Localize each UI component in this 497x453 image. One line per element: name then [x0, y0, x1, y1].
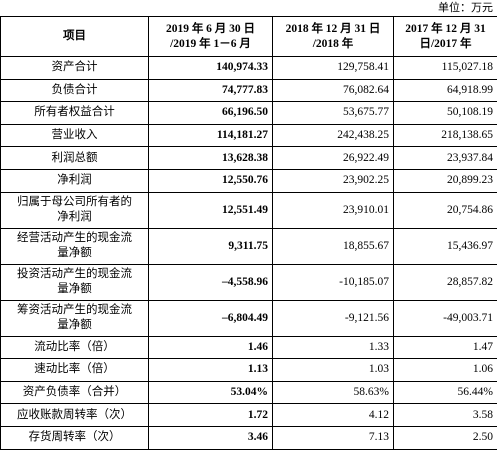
row-label: 利润总额 — [0, 146, 149, 170]
cell-value: 15,436.97 — [393, 227, 497, 265]
cell-value: 28,857.82 — [393, 263, 497, 301]
cell-value: 26,922.49 — [272, 146, 394, 170]
header-row: 项目 2019 年 6 月 30 日 /2019 年 1－6 月 2018 年 12… — [0, 16, 497, 57]
cell-value: 53.04% — [148, 380, 273, 405]
cell-value: 9,311.75 — [148, 227, 273, 265]
table-row: 所有者权益合计 66,196.50 53,675.77 50,108.19 — [0, 101, 497, 125]
cell-value: 129,758.41 — [272, 56, 394, 80]
cell-value: 74,777.83 — [148, 78, 273, 103]
cell-value: 2.50 — [393, 425, 497, 450]
data-table: 项目 2019 年 6 月 30 日 /2019 年 1－6 月 2018 年 12… — [0, 16, 497, 450]
column-header: 2017 年 12 月 31 日/2017 年 — [393, 16, 497, 57]
cell-value: 66,196.50 — [148, 101, 273, 125]
cell-value: 58.63% — [272, 380, 394, 405]
cell-value: 115,027.18 — [393, 56, 497, 80]
cell-value: 1.46 — [148, 335, 273, 360]
cell-value: 76,082.64 — [272, 78, 394, 103]
cell-value: 1.13 — [148, 358, 273, 382]
cell-value: 140,974.33 — [148, 56, 273, 80]
cell-value: -49,003.71 — [393, 299, 497, 337]
cell-value: -10,185.07 — [272, 263, 394, 301]
cell-value: 56.44% — [393, 380, 497, 405]
cell-value: 53,675.77 — [272, 101, 394, 125]
cell-value: 3.58 — [393, 403, 497, 427]
cell-value: 242,438.25 — [272, 123, 394, 148]
cell-value: 218,138.65 — [393, 123, 497, 148]
cell-value: 3.46 — [148, 425, 273, 450]
cell-value: 1.72 — [148, 403, 273, 427]
cell-value: 18,855.67 — [272, 227, 394, 265]
cell-value: 20,754.86 — [393, 191, 497, 229]
table-body: 项目 2019 年 6 月 30 日 /2019 年 1－6 月 2018 年 12… — [0, 16, 497, 450]
cell-value: 1.03 — [272, 358, 394, 382]
cell-value: 1.06 — [393, 358, 497, 382]
table-row: 经营活动产生的现金流 量净额 9,311.75 18,855.67 15,436.97 — [0, 227, 497, 265]
row-label: 所有者权益合计 — [0, 101, 149, 125]
cell-value: 13,628.38 — [148, 146, 273, 170]
table-row: 利润总额 13,628.38 26,922.49 23,937.84 — [0, 146, 497, 170]
cell-value: 12,550.76 — [148, 168, 273, 193]
table-row: 营业收入 114,181.27 242,438.25 218,138.65 — [0, 123, 497, 148]
cell-value: 7.13 — [272, 425, 394, 450]
cell-value: 23,937.84 — [393, 146, 497, 170]
row-label: 经营活动产生的现金流 量净额 — [0, 227, 149, 265]
cell-value: 114,181.27 — [148, 123, 273, 148]
row-label: 资产合计 — [0, 56, 149, 80]
table-row: 应收账款周转率（次） 1.72 4.12 3.58 — [0, 403, 497, 427]
table-row: 负债合计 74,777.83 76,082.64 64,918.99 — [0, 78, 497, 103]
column-header: 2018 年 12 月 31 日 /2018 年 — [272, 16, 394, 57]
row-label: 筹资活动产生的现金流 量净额 — [0, 299, 149, 337]
table-row: 投资活动产生的现金流 量净额 –4,558.96 -10,185.07 28,857.… — [0, 263, 497, 301]
table-row: 流动比率（倍） 1.46 1.33 1.47 — [0, 335, 497, 360]
cell-value: 50,108.19 — [393, 101, 497, 125]
row-label: 资产负债率（合并） — [0, 380, 149, 405]
cell-value: 1.47 — [393, 335, 497, 360]
table-row: 归属于母公司所有者的 净利润 12,551.49 23,910.01 20,754.8… — [0, 191, 497, 229]
table-row: 存货周转率（次） 3.46 7.13 2.50 — [0, 425, 497, 450]
table-row: 速动比率（倍） 1.13 1.03 1.06 — [0, 358, 497, 382]
cell-value: 23,910.01 — [272, 191, 394, 229]
cell-value: -9,121.56 — [272, 299, 394, 337]
cell-value: 64,918.99 — [393, 78, 497, 103]
row-label: 应收账款周转率（次） — [0, 403, 149, 427]
row-label: 营业收入 — [0, 123, 149, 148]
row-label: 速动比率（倍） — [0, 358, 149, 382]
cell-value: 4.12 — [272, 403, 394, 427]
table-row: 净利润 12,550.76 23,902.25 20,899.23 — [0, 168, 497, 193]
table-row: 筹资活动产生的现金流 量净额 –6,804.49 -9,121.56 -49,003.… — [0, 299, 497, 337]
row-label: 存货周转率（次） — [0, 425, 149, 450]
cell-value: 1.33 — [272, 335, 394, 360]
row-label: 投资活动产生的现金流 量净额 — [0, 263, 149, 301]
table-row: 资产负债率（合并） 53.04% 58.63% 56.44% — [0, 380, 497, 405]
unit-label: 单位：万元 — [438, 2, 493, 14]
cell-value: 20,899.23 — [393, 168, 497, 193]
column-header: 2019 年 6 月 30 日 /2019 年 1－6 月 — [148, 16, 273, 57]
cell-value: 23,902.25 — [272, 168, 394, 193]
row-label: 净利润 — [0, 168, 149, 193]
table-row: 资产合计 140,974.33 129,758.41 115,027.18 — [0, 56, 497, 80]
cell-value: –6,804.49 — [148, 299, 273, 337]
column-header: 项目 — [0, 16, 149, 57]
cell-value: –4,558.96 — [148, 263, 273, 301]
row-label: 负债合计 — [0, 78, 149, 103]
cell-value: 12,551.49 — [148, 191, 273, 229]
row-label: 归属于母公司所有者的 净利润 — [0, 191, 149, 229]
row-label: 流动比率（倍） — [0, 335, 149, 360]
